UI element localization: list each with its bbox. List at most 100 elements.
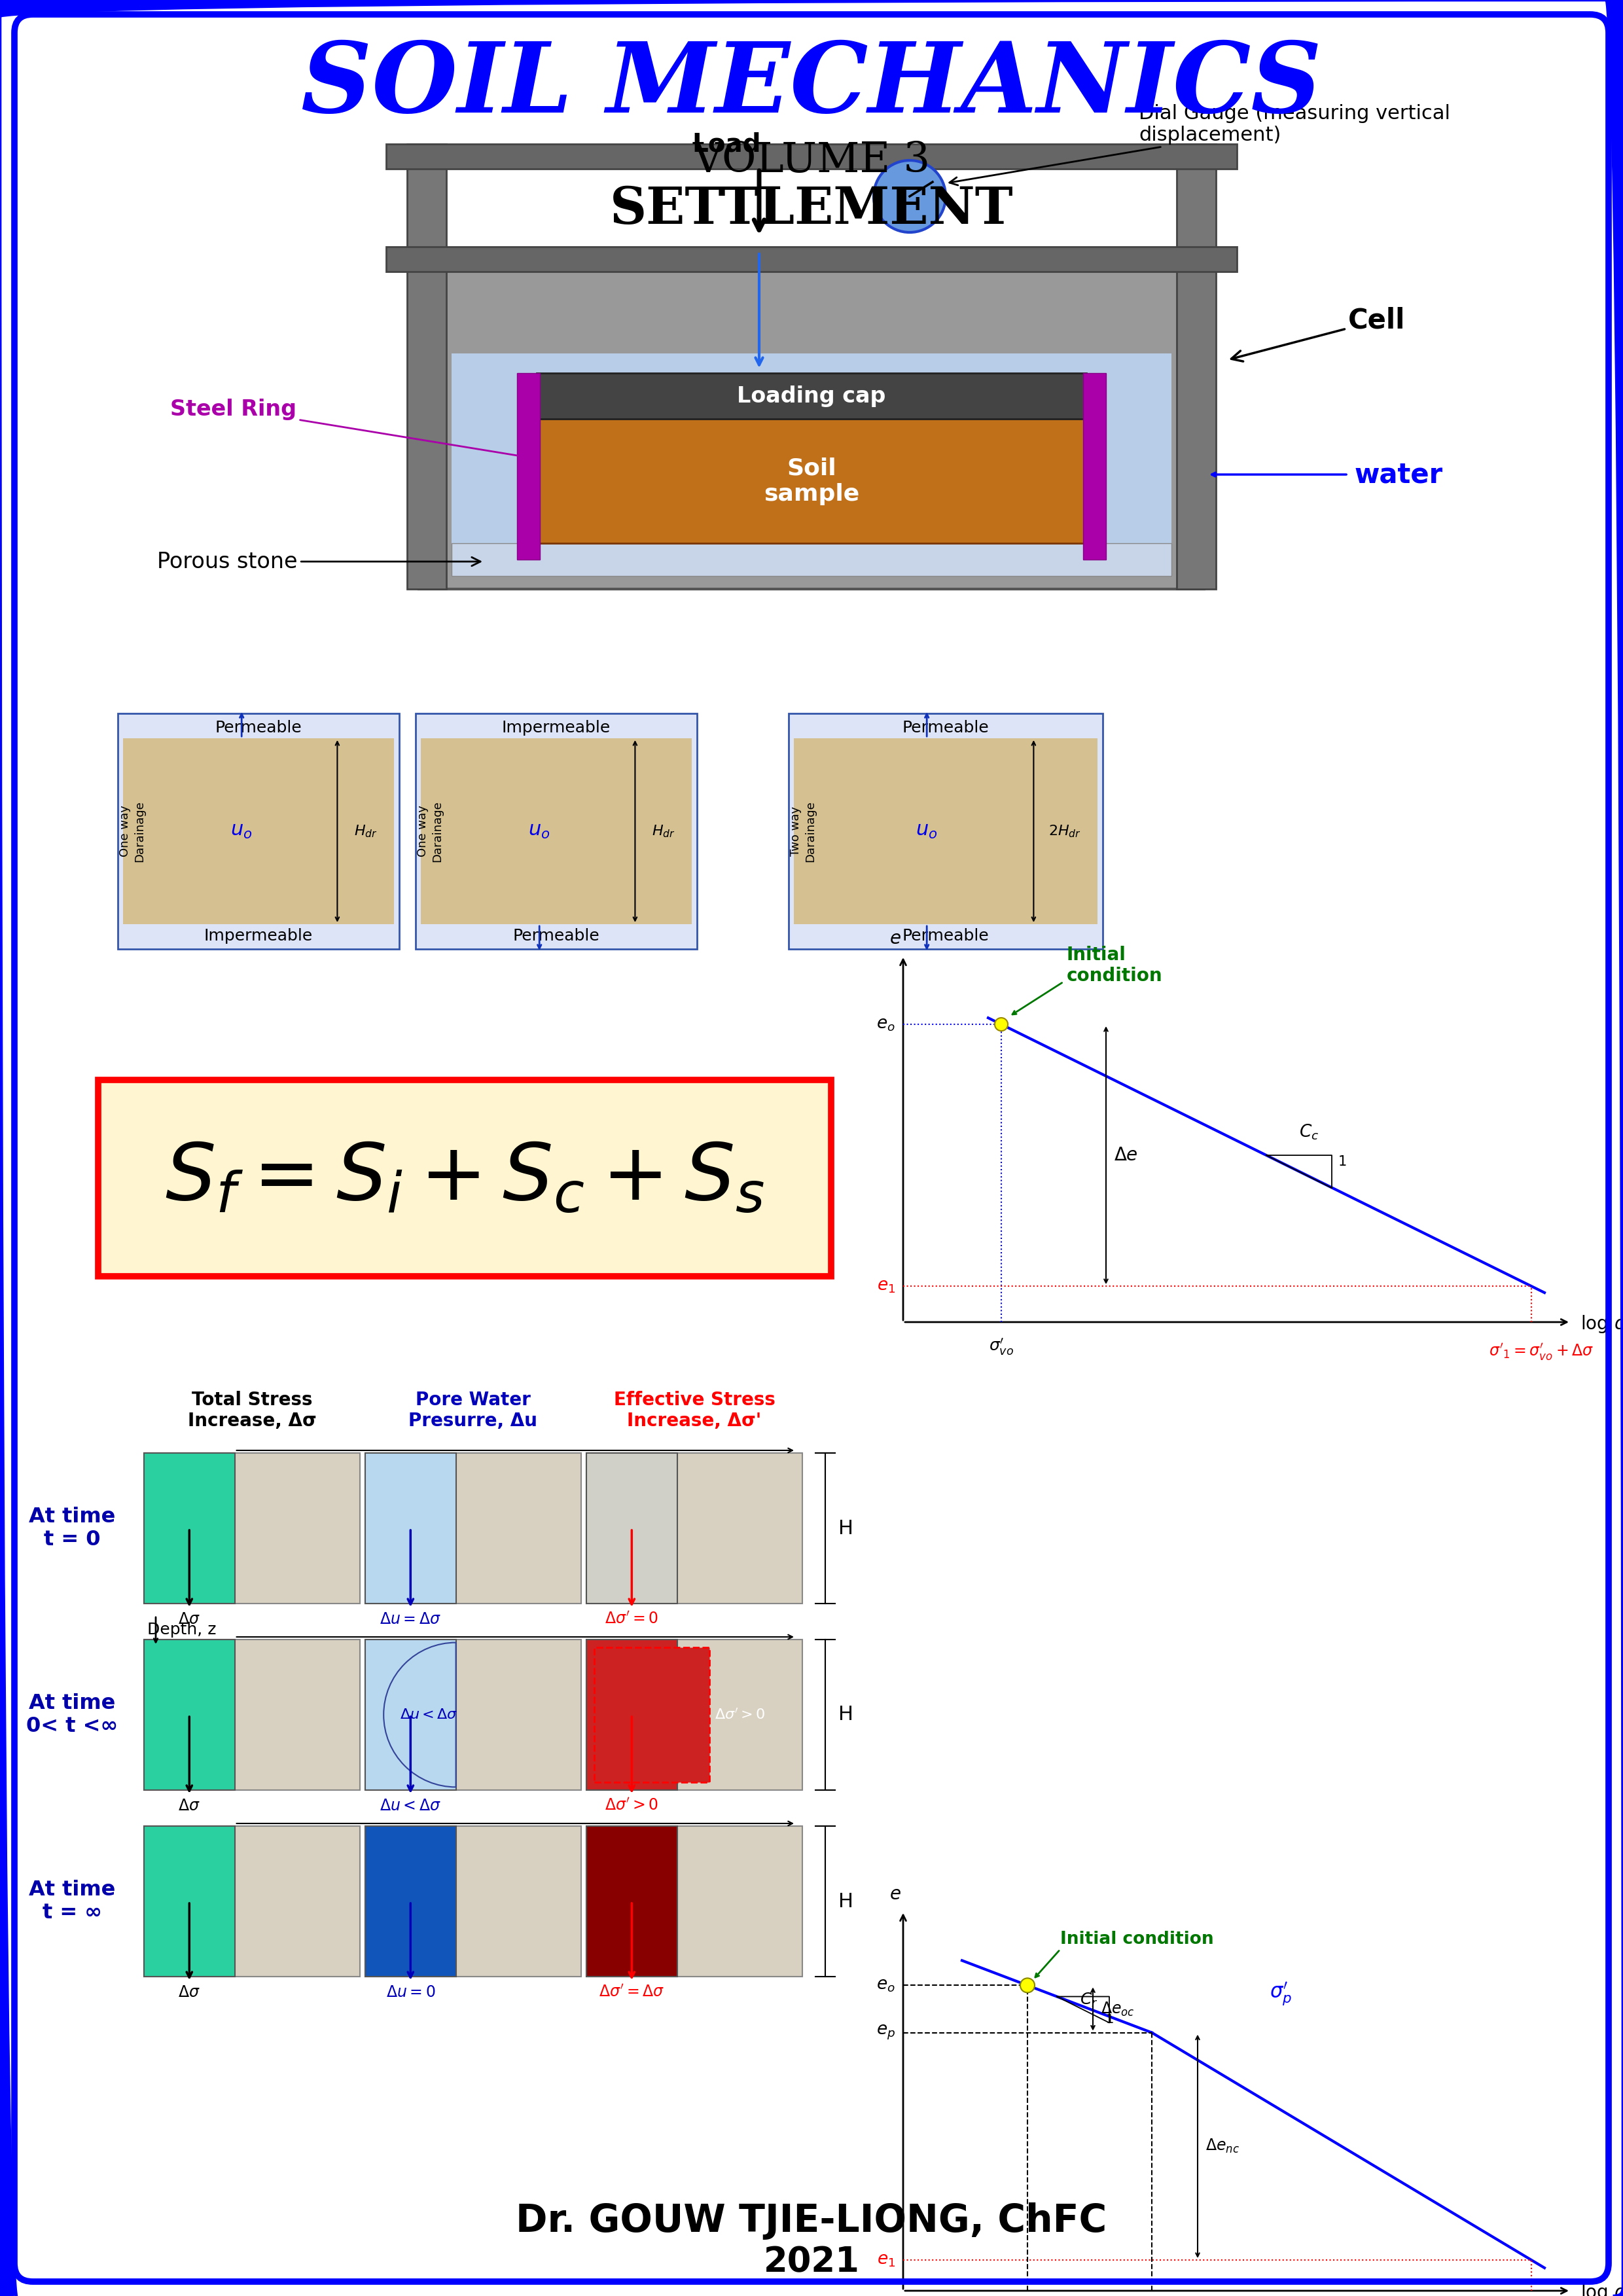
Text: Impermeable: Impermeable <box>502 721 610 735</box>
Text: Initial condition: Initial condition <box>1060 1931 1214 1947</box>
Bar <box>144 1639 235 1791</box>
Wedge shape <box>383 1642 456 1786</box>
Bar <box>123 739 394 925</box>
Bar <box>365 1825 456 1977</box>
Text: $C_c$: $C_c$ <box>1298 1123 1319 1141</box>
Bar <box>789 714 1102 948</box>
Text: Load: Load <box>691 133 761 156</box>
Text: At time
0< t <∞: At time 0< t <∞ <box>26 1692 118 1736</box>
Text: Impermeable: Impermeable <box>204 928 313 944</box>
Text: $u_o$: $u_o$ <box>529 822 550 840</box>
Text: $\Delta u<\Delta\sigma$: $\Delta u<\Delta\sigma$ <box>399 1708 458 1722</box>
Text: $\Delta u = \Delta\sigma$: $\Delta u = \Delta\sigma$ <box>380 1612 441 1628</box>
Circle shape <box>1021 1979 1035 1993</box>
Text: $u_o$: $u_o$ <box>230 822 253 840</box>
Bar <box>518 372 540 560</box>
Text: $e_1$: $e_1$ <box>876 1277 896 1295</box>
Bar <box>97 1079 831 1277</box>
Text: $e_1$: $e_1$ <box>876 2252 896 2268</box>
Text: $\Delta\sigma' = \Delta\sigma$: $\Delta\sigma' = \Delta\sigma$ <box>599 1984 664 2000</box>
Text: 1: 1 <box>1339 1155 1347 1169</box>
Bar <box>1083 372 1105 560</box>
Text: $\Delta e_{oc}$: $\Delta e_{oc}$ <box>1100 2000 1134 2018</box>
Bar <box>451 544 1172 576</box>
Text: Initial
condition: Initial condition <box>1066 946 1162 985</box>
Text: At time
t = 0: At time t = 0 <box>29 1506 115 1550</box>
Text: $\Delta\sigma' = 0$: $\Delta\sigma' = 0$ <box>605 1612 659 1628</box>
Bar <box>407 145 446 590</box>
Bar <box>365 1639 581 1791</box>
Text: $\Delta\sigma' > 0$: $\Delta\sigma' > 0$ <box>605 1798 659 1814</box>
Text: $2H_{dr}$: $2H_{dr}$ <box>1048 824 1081 838</box>
Text: $H_{dr}$: $H_{dr}$ <box>651 824 675 838</box>
Text: Effective Stress
Increase, Δσ': Effective Stress Increase, Δσ' <box>613 1391 776 1430</box>
Bar <box>451 354 1172 576</box>
Text: VOLUME 3: VOLUME 3 <box>693 140 930 181</box>
Text: Depth, z: Depth, z <box>148 1621 216 1637</box>
Text: Soil
sample: Soil sample <box>764 457 859 505</box>
Text: $H_{dr}$: $H_{dr}$ <box>354 824 377 838</box>
Bar <box>537 418 1086 544</box>
Text: Permeable: Permeable <box>513 928 601 944</box>
Text: 1: 1 <box>1105 2014 1113 2025</box>
Text: H: H <box>839 1892 854 1910</box>
Bar <box>97 1079 831 1277</box>
Text: $\Delta\sigma$: $\Delta\sigma$ <box>179 1798 200 1814</box>
Text: 2021: 2021 <box>763 2245 860 2280</box>
Bar <box>586 1453 802 1603</box>
Text: Permeable: Permeable <box>216 721 302 735</box>
Circle shape <box>873 161 946 232</box>
Text: Permeable: Permeable <box>902 721 988 735</box>
Text: $u_o$: $u_o$ <box>915 822 938 840</box>
Bar <box>420 739 691 925</box>
Text: $\Delta u<\Delta\sigma$: $\Delta u<\Delta\sigma$ <box>380 1798 441 1814</box>
Text: Loading cap: Loading cap <box>737 386 886 406</box>
Text: $\log\,\sigma_v'$: $\log\,\sigma_v'$ <box>1581 2282 1623 2296</box>
Text: $S_f = S_i + S_c + S_s$: $S_f = S_i + S_c + S_s$ <box>166 1139 764 1217</box>
Text: H: H <box>839 1706 854 1724</box>
Bar <box>386 246 1237 271</box>
Bar <box>118 714 399 948</box>
Bar <box>1177 145 1216 590</box>
Text: $e$: $e$ <box>889 1885 901 1903</box>
Bar <box>537 372 1086 418</box>
Text: Cell: Cell <box>1232 308 1406 360</box>
Bar <box>365 1453 581 1603</box>
Text: Porous stone: Porous stone <box>157 551 480 572</box>
Text: $e_o$: $e_o$ <box>876 1977 896 1993</box>
Text: Steel Ring: Steel Ring <box>170 397 529 461</box>
Text: At time
t = ∞: At time t = ∞ <box>29 1880 115 1924</box>
Text: Pore Water
Presurre, Δu: Pore Water Presurre, Δu <box>409 1391 537 1430</box>
Bar <box>419 262 1204 590</box>
Text: $C_r$: $C_r$ <box>1079 1991 1097 2009</box>
Text: H: H <box>839 1518 854 1538</box>
Text: SOIL MECHANICS: SOIL MECHANICS <box>302 37 1321 133</box>
Text: Permeable: Permeable <box>902 928 988 944</box>
Bar <box>794 739 1097 925</box>
Text: $\log\,\sigma_v'$: $\log\,\sigma_v'$ <box>1581 1313 1623 1336</box>
Text: Dr. GOUW TJIE-LIONG, ChFC: Dr. GOUW TJIE-LIONG, ChFC <box>516 2202 1107 2239</box>
Bar <box>386 145 1237 170</box>
Text: SETTLEMENT: SETTLEMENT <box>610 184 1013 234</box>
Text: water: water <box>1355 461 1443 489</box>
Bar <box>144 1639 360 1791</box>
Text: $\Delta\sigma' > 0$: $\Delta\sigma' > 0$ <box>714 1708 764 1722</box>
Bar <box>365 1453 456 1603</box>
Bar <box>594 1649 709 1782</box>
Bar <box>586 1639 802 1791</box>
Bar <box>586 1639 677 1791</box>
Text: One way
Darainage: One way Darainage <box>417 801 443 861</box>
Bar <box>586 1453 677 1603</box>
Text: Total Stress
Increase, Δσ: Total Stress Increase, Δσ <box>188 1391 316 1430</box>
Text: $e_p$: $e_p$ <box>876 2023 896 2041</box>
Text: $\Delta e_{nc}$: $\Delta e_{nc}$ <box>1206 2138 1240 2156</box>
Bar <box>144 1453 360 1603</box>
Circle shape <box>995 1017 1008 1031</box>
Text: $e_o$: $e_o$ <box>876 1015 896 1033</box>
Text: $\Delta u = 0$: $\Delta u = 0$ <box>386 1984 435 2000</box>
Text: One way
Darainage: One way Darainage <box>118 801 146 861</box>
Bar <box>365 1825 581 1977</box>
Text: $\sigma_{vo}'$: $\sigma_{vo}'$ <box>988 1336 1014 1357</box>
Text: Two way
Darainage: Two way Darainage <box>790 801 816 861</box>
Text: $\Delta\sigma$: $\Delta\sigma$ <box>179 1984 200 2000</box>
